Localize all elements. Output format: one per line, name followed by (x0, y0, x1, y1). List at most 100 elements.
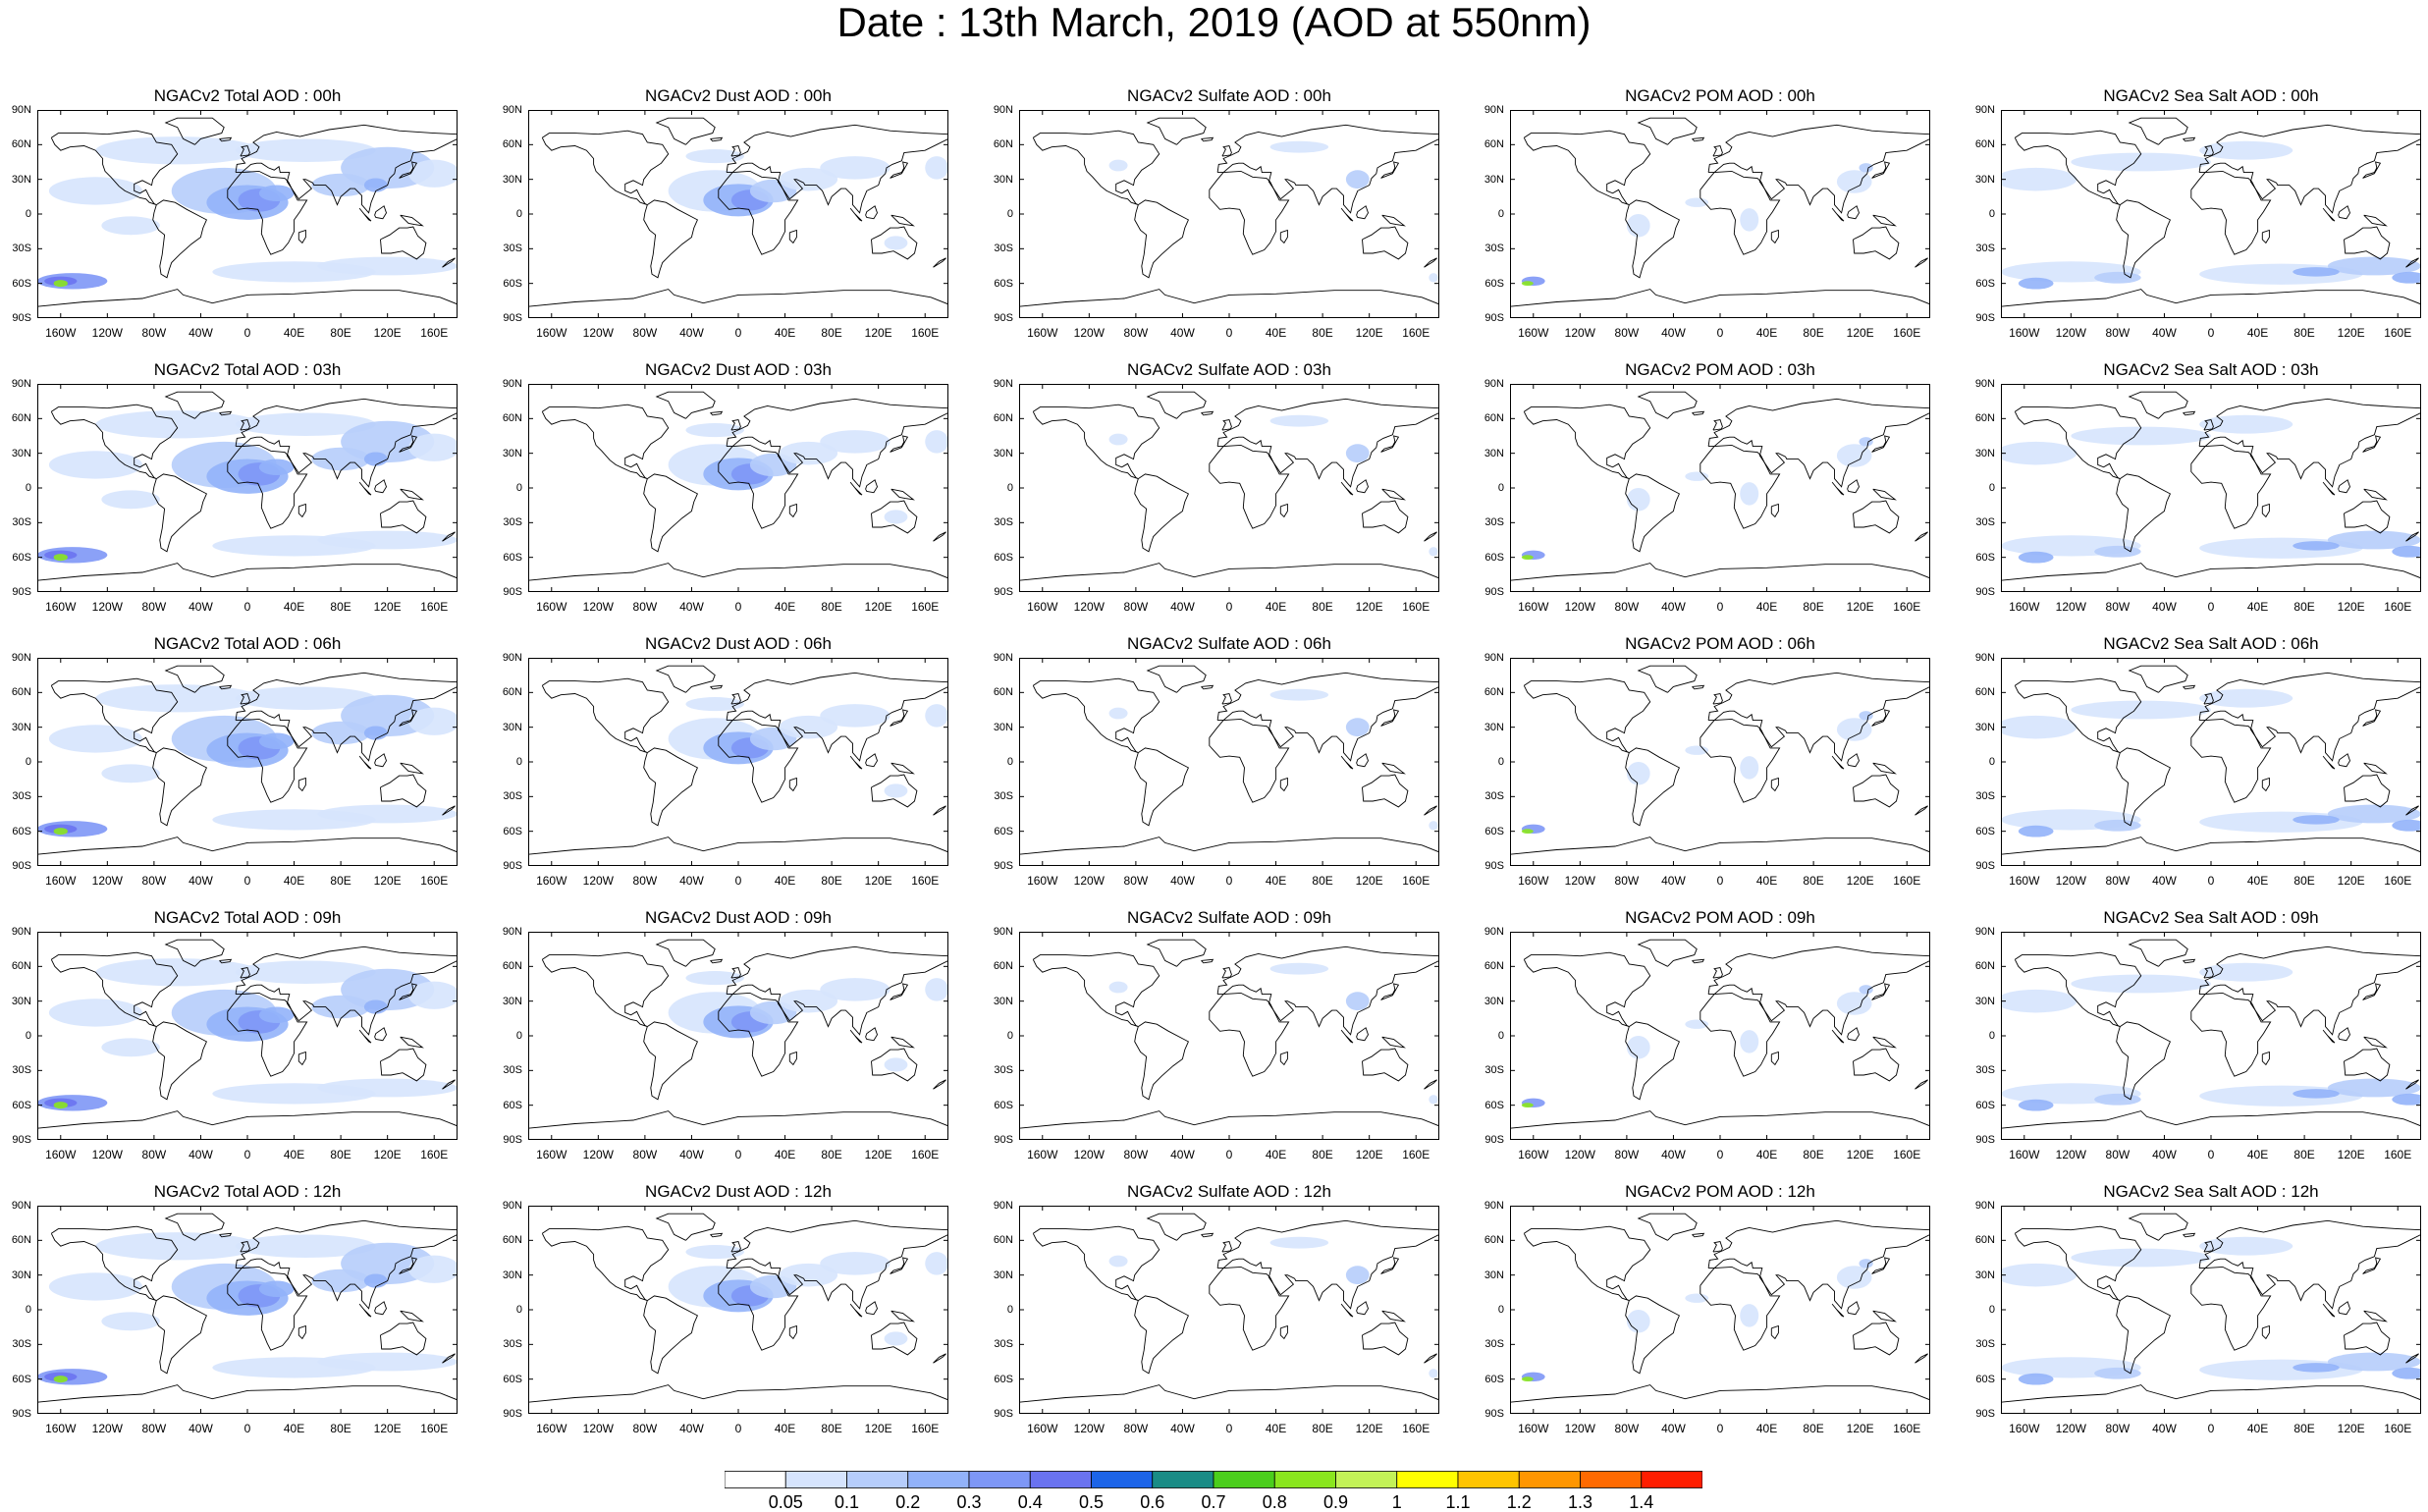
lon-tick-label: 120W (582, 326, 615, 340)
coastline (374, 1027, 387, 1042)
lat-tick-label: 30N (1484, 995, 1504, 1007)
coastline (1872, 1310, 1897, 1323)
coastline (730, 1240, 741, 1253)
coastline (1380, 435, 1400, 453)
coastline (730, 966, 741, 979)
aod-plume (1859, 437, 1873, 447)
lat-tick-label: 60N (993, 686, 1013, 699)
aod-plume (925, 704, 948, 728)
map-area (1019, 1206, 1439, 1414)
lon-tick-label: 120E (1846, 600, 1874, 614)
colorbar-swatch (1029, 1471, 1092, 1488)
coastline (1216, 124, 1439, 214)
coastline (2344, 1048, 2391, 1082)
coastline (1340, 755, 1354, 770)
aod-plume (2071, 700, 2211, 720)
lon-tick-label: 160W (1027, 874, 1058, 888)
coastline (788, 777, 797, 792)
panel-title: NGACv2 POM AOD : 12h (1625, 1182, 1815, 1201)
lat-tick-label: 90N (11, 926, 31, 938)
map-area (2001, 110, 2421, 318)
lat-tick-label: 90N (502, 378, 522, 390)
colorbar-label: 1.1 (1445, 1492, 1471, 1512)
lat-tick-label: 90S (1484, 586, 1504, 598)
lat-tick-label: 90S (1975, 1134, 1995, 1146)
coastline (1381, 1310, 1406, 1323)
coastline (1853, 226, 1900, 260)
lon-tick-label: 80W (632, 600, 658, 614)
aod-plume (925, 1252, 948, 1275)
map-panel-sulfate: NGACv2 Sulfate AOD : 12h 90N 60N 30N 0 30S 60S… (982, 1182, 1468, 1458)
lon-tick-label: 0 (1716, 326, 1724, 340)
coastline (1201, 684, 1214, 690)
coastline (890, 1310, 915, 1323)
colorbar-swatch (1273, 1471, 1336, 1488)
aod-plume (1521, 281, 1534, 287)
lat-tick-label: 60N (502, 412, 522, 425)
coastline (219, 1232, 233, 1238)
coastline (2344, 500, 2391, 534)
aod-plume (2018, 277, 2054, 290)
coastline (1523, 130, 1651, 206)
coastline (1871, 435, 1891, 453)
lat-tick-label: 60N (11, 960, 31, 973)
lon-tick-label: 160E (420, 600, 449, 614)
aod-plume (1626, 762, 1650, 785)
lon-tick-label: 160W (1518, 874, 1549, 888)
coastline (2363, 762, 2388, 775)
coastline (1424, 805, 1437, 816)
lon-tick-label: 40E (1755, 874, 1778, 888)
aod-plume (820, 704, 890, 728)
coastline (2183, 1232, 2196, 1238)
lon-tick-label: 40E (1755, 1422, 1778, 1435)
coastline (710, 136, 724, 142)
coastline (1625, 747, 1680, 827)
lon-tick-label: 120W (582, 874, 615, 888)
coastline (890, 1257, 909, 1274)
lat-tick-label: 30N (11, 173, 31, 186)
coastline (710, 410, 724, 416)
aod-plume (2071, 426, 2211, 446)
lat-tick-label: 60S (1484, 277, 1504, 290)
lon-tick-label: 120E (2337, 326, 2365, 340)
lat-tick-label: 30S (503, 1338, 522, 1351)
map-panel-dust: NGACv2 Dust AOD : 09h 90N 60N 30N 0 30S 60S 90S… (491, 908, 977, 1184)
coastline (718, 992, 799, 1077)
aod-plume (2327, 256, 2421, 276)
map-frame (1019, 932, 1439, 1140)
aod-plume (258, 732, 295, 750)
aod-plume (1345, 170, 1370, 189)
lat-tick-label: 60S (1484, 551, 1504, 564)
coastline (849, 207, 863, 222)
coastline (1216, 945, 1439, 1036)
lon-tick-label: 40E (774, 600, 796, 614)
lon-tick-label: 160W (1027, 600, 1058, 614)
lon-tick-label: 40W (1170, 600, 1195, 614)
lat-tick-label: 0 (1497, 756, 1504, 768)
coastline (1637, 939, 1698, 967)
coastline (380, 1048, 427, 1082)
coastline (399, 435, 418, 453)
coastline (2128, 117, 2188, 145)
coastline (37, 837, 458, 855)
lat-tick-label: 30S (994, 790, 1013, 803)
coastline (1625, 473, 1680, 553)
lon-tick-label: 80E (1803, 1148, 1824, 1161)
lat-tick-label: 30N (1974, 447, 1995, 459)
aod-plume (1108, 981, 1128, 994)
panel-title: NGACv2 Dust AOD : 12h (645, 1182, 832, 1201)
lat-tick-label: 30N (993, 995, 1013, 1007)
coastline (1700, 1266, 1781, 1351)
aod-plume (95, 410, 259, 439)
lon-tick-label: 160W (1518, 600, 1549, 614)
panel-title: NGACv2 POM AOD : 06h (1625, 634, 1815, 653)
lat-tick-label: 90S (503, 312, 522, 324)
coastline (1510, 563, 1930, 581)
lon-tick-label: 160E (911, 1422, 940, 1435)
panel-title: NGACv2 POM AOD : 09h (1625, 908, 1815, 927)
map-area (528, 110, 948, 318)
panel-title: NGACv2 Sea Salt AOD : 03h (2103, 360, 2319, 379)
panel-title: NGACv2 Sulfate AOD : 03h (1127, 360, 1331, 379)
lon-tick-label: 160E (2384, 874, 2412, 888)
coastline (1032, 677, 1160, 754)
